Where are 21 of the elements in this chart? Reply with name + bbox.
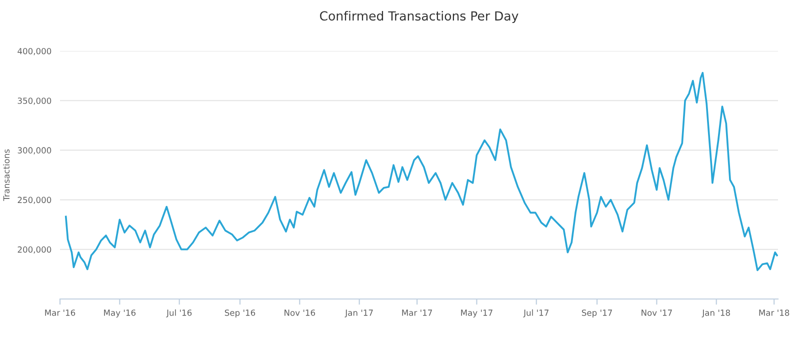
x-tick-label: Mar '17 [402, 310, 432, 316]
x-tick-label: Mar '18 [759, 310, 790, 316]
x-tick-label: Mar '16 [45, 310, 76, 316]
line-series [64, 72, 778, 272]
y-tick-label: 200,000 [18, 246, 52, 254]
y-axis-title: Transactions [3, 149, 10, 202]
x-tick-label: Sep '17 [582, 310, 612, 318]
y-tick-label: 300,000 [18, 147, 52, 154]
y-tick-label: 350,000 [18, 98, 52, 105]
x-tick-label: Jul '17 [523, 309, 548, 318]
x-tick-label: Nov '16 [284, 310, 316, 316]
y-tick-label: 250,000 [18, 196, 52, 204]
x-tick-label: Jan '17 [344, 310, 373, 318]
x-tick-label: May '16 [104, 310, 136, 318]
x-tick-label: Nov '17 [642, 310, 672, 316]
x-tick-label: Jan '18 [702, 310, 730, 318]
y-tick-label: 400,000 [18, 48, 52, 56]
x-tick-label: Sep '16 [224, 310, 256, 318]
chart-title: Confirmed Transactions Per Day [320, 10, 518, 24]
x-tick-label: May '17 [461, 310, 492, 318]
x-tick-label: Jul '16 [166, 309, 192, 318]
